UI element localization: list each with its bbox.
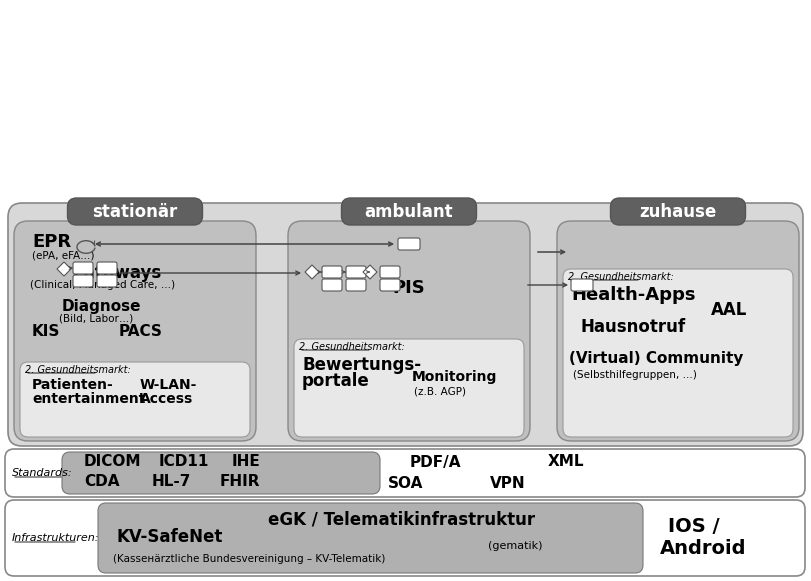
FancyBboxPatch shape: [571, 279, 593, 291]
Text: EPR: EPR: [32, 233, 71, 251]
FancyBboxPatch shape: [73, 262, 93, 274]
FancyBboxPatch shape: [557, 221, 799, 441]
Text: Monitoring: Monitoring: [412, 370, 497, 384]
Text: AAL: AAL: [711, 301, 748, 319]
Text: FHIR: FHIR: [220, 475, 260, 490]
Text: PIS: PIS: [393, 279, 426, 297]
FancyBboxPatch shape: [5, 500, 805, 576]
Text: Bewertungs-: Bewertungs-: [302, 356, 421, 374]
Text: Standards:: Standards:: [12, 468, 73, 478]
Text: ambulant: ambulant: [365, 203, 453, 221]
Text: portale: portale: [302, 372, 370, 390]
Text: (gematik): (gematik): [488, 541, 543, 551]
FancyBboxPatch shape: [294, 339, 524, 437]
FancyBboxPatch shape: [563, 269, 793, 437]
FancyBboxPatch shape: [346, 279, 366, 291]
Text: zuhause: zuhause: [639, 203, 717, 221]
FancyBboxPatch shape: [346, 266, 366, 278]
Text: (Bild, Labor…): (Bild, Labor…): [59, 313, 133, 323]
Text: KIS: KIS: [32, 325, 60, 339]
FancyBboxPatch shape: [341, 198, 477, 225]
Text: 2. Gesundheitsmarkt:: 2. Gesundheitsmarkt:: [299, 342, 405, 352]
FancyBboxPatch shape: [322, 266, 342, 278]
Text: 2. Gesundheitsmarkt:: 2. Gesundheitsmarkt:: [25, 365, 131, 375]
Text: (z.B. AGP): (z.B. AGP): [414, 386, 466, 396]
Text: Diagnose: Diagnose: [62, 299, 141, 314]
FancyBboxPatch shape: [380, 279, 400, 291]
Text: Android: Android: [660, 539, 746, 558]
Text: Infrastrukturen:: Infrastrukturen:: [12, 533, 100, 543]
Text: Access: Access: [140, 392, 193, 406]
Text: eGK / Telematikinfrastruktur: eGK / Telematikinfrastruktur: [268, 510, 535, 528]
FancyBboxPatch shape: [67, 198, 203, 225]
Text: 2. Gesundheitsmarkt:: 2. Gesundheitsmarkt:: [568, 272, 674, 282]
FancyBboxPatch shape: [288, 221, 530, 441]
FancyBboxPatch shape: [62, 452, 380, 494]
FancyBboxPatch shape: [398, 238, 420, 250]
FancyBboxPatch shape: [97, 262, 117, 274]
Text: VPN: VPN: [490, 475, 526, 490]
Polygon shape: [305, 265, 319, 279]
Text: (Clinical, Managed Care, …): (Clinical, Managed Care, …): [30, 280, 175, 290]
Text: Hausnotruf: Hausnotruf: [581, 318, 686, 336]
Text: entertainment: entertainment: [32, 392, 145, 406]
Polygon shape: [57, 262, 71, 276]
Text: KV-SafeNet: KV-SafeNet: [116, 528, 222, 546]
Text: PDF/A: PDF/A: [410, 454, 461, 469]
FancyBboxPatch shape: [8, 203, 803, 446]
FancyBboxPatch shape: [322, 279, 342, 291]
Text: Health-Apps: Health-Apps: [571, 286, 696, 304]
FancyBboxPatch shape: [611, 198, 745, 225]
Text: (ePA, eFA…): (ePA, eFA…): [32, 250, 95, 260]
Text: HL-7: HL-7: [152, 475, 191, 490]
FancyBboxPatch shape: [20, 362, 250, 437]
FancyBboxPatch shape: [14, 221, 256, 441]
Text: PACS: PACS: [119, 325, 163, 339]
Text: SOA: SOA: [388, 475, 423, 490]
Text: XML: XML: [548, 454, 585, 469]
Text: IHE: IHE: [232, 454, 261, 469]
Text: DICOM: DICOM: [84, 454, 141, 469]
Text: (Selbsthilfegruppen, …): (Selbsthilfegruppen, …): [573, 370, 697, 380]
FancyBboxPatch shape: [73, 275, 93, 287]
Text: Patienten-: Patienten-: [32, 378, 114, 392]
Text: ICD11: ICD11: [159, 454, 209, 469]
Text: W-LAN-: W-LAN-: [140, 378, 197, 392]
Text: CDA: CDA: [84, 475, 119, 490]
FancyBboxPatch shape: [98, 503, 643, 573]
Text: (Kassенärztliche Bundesvereinigung – KV-Telematik): (Kassенärztliche Bundesvereinigung – KV-…: [113, 554, 385, 564]
Text: IOS /: IOS /: [668, 517, 719, 536]
FancyBboxPatch shape: [97, 275, 117, 287]
Text: stationär: stationär: [92, 203, 178, 221]
FancyBboxPatch shape: [380, 266, 400, 278]
Polygon shape: [363, 265, 377, 279]
Text: (Virtual) Community: (Virtual) Community: [569, 352, 744, 367]
Text: Pathways: Pathways: [72, 264, 161, 282]
FancyBboxPatch shape: [5, 449, 805, 497]
